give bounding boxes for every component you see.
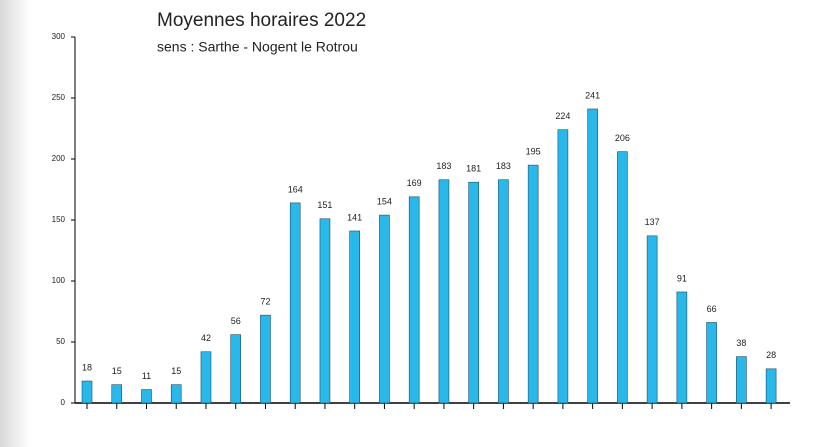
value-label: 224 xyxy=(555,111,570,121)
bar xyxy=(319,218,331,404)
value-label: 91 xyxy=(677,273,687,283)
bar xyxy=(676,291,688,404)
bar xyxy=(706,322,717,404)
bar xyxy=(200,351,212,404)
bar xyxy=(587,108,598,404)
chart-subtitle: sens : Sarthe - Nogent le Rotrou xyxy=(157,39,358,55)
value-label: 241 xyxy=(585,90,600,100)
value-label: 151 xyxy=(317,200,332,210)
value-label: 56 xyxy=(231,316,241,326)
value-label: 15 xyxy=(112,366,122,376)
value-label: 141 xyxy=(347,212,362,222)
y-tick-label: 300 xyxy=(52,32,66,41)
value-label: 206 xyxy=(615,133,630,143)
bar xyxy=(617,151,628,404)
bar xyxy=(170,384,182,404)
value-label: 11 xyxy=(142,371,151,381)
bar xyxy=(408,196,420,404)
bar xyxy=(81,380,93,404)
bar xyxy=(527,164,539,404)
y-tick-label: 50 xyxy=(56,337,65,346)
bar xyxy=(289,202,301,404)
value-label: 183 xyxy=(436,161,451,171)
value-label: 169 xyxy=(407,178,422,188)
y-tick-label: 250 xyxy=(52,93,66,102)
value-label: 154 xyxy=(377,196,392,206)
value-label: 137 xyxy=(645,217,660,227)
bar xyxy=(468,181,479,404)
value-label: 15 xyxy=(171,366,181,376)
value-label: 183 xyxy=(496,161,511,171)
bar xyxy=(260,314,271,404)
y-tick-label: 150 xyxy=(52,215,66,224)
bar xyxy=(557,129,569,404)
value-label: 42 xyxy=(201,333,211,343)
value-label: 28 xyxy=(766,350,776,360)
bar xyxy=(230,334,242,404)
value-label: 181 xyxy=(466,164,481,174)
chart-title: Moyennes horaires 2022 xyxy=(157,10,366,31)
y-tick-label: 0 xyxy=(61,398,66,407)
value-label: 164 xyxy=(288,184,303,194)
bar xyxy=(379,214,390,404)
bar xyxy=(438,179,450,404)
value-label: 72 xyxy=(260,297,270,307)
bar xyxy=(646,235,658,404)
bar xyxy=(141,389,152,404)
y-tick-label: 200 xyxy=(52,154,66,163)
value-label: 66 xyxy=(707,304,717,314)
edge-shade xyxy=(0,0,30,447)
bar xyxy=(736,356,747,404)
bar xyxy=(111,384,123,404)
value-label: 195 xyxy=(526,146,541,156)
value-label: 38 xyxy=(736,338,746,348)
bar xyxy=(498,179,509,404)
bar xyxy=(349,230,360,404)
y-tick-label: 100 xyxy=(52,276,66,285)
bar xyxy=(765,368,777,404)
value-label: 18 xyxy=(82,362,92,372)
